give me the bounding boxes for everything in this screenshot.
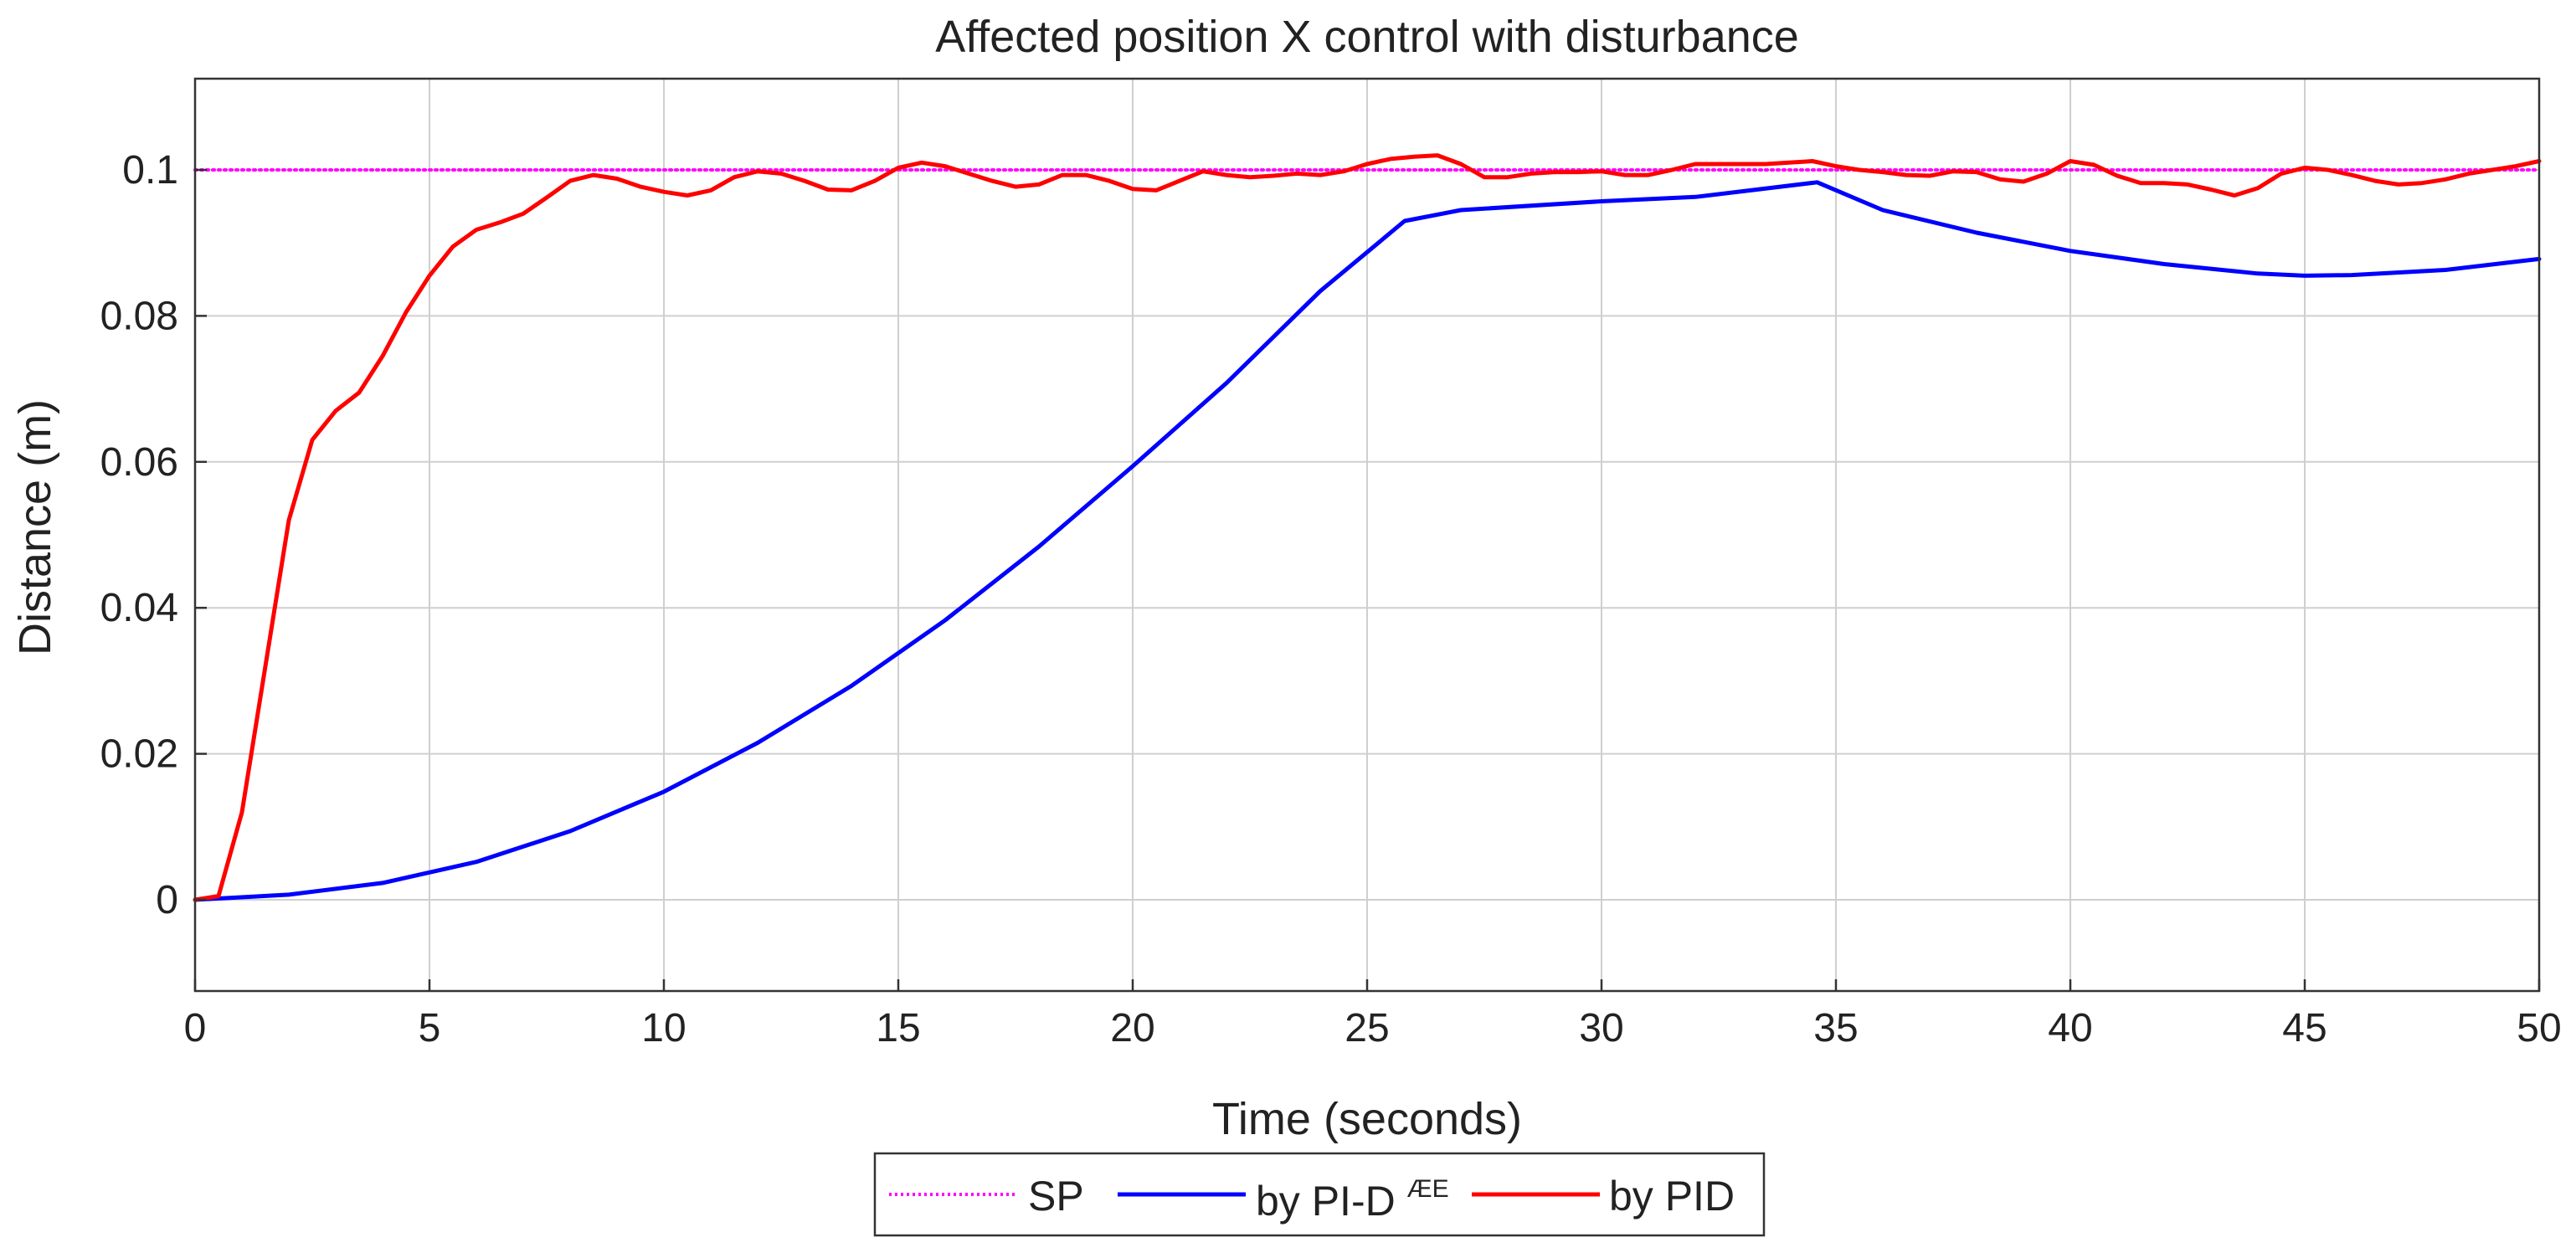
x-tick-label: 35 <box>1813 1006 1858 1050</box>
plot-series <box>193 153 2542 902</box>
y-tick-label: 0.04 <box>100 586 178 630</box>
axes: 0 5 10 15 20 25 30 35 40 45 50 0 0.02 0.04 0.06 0.08 0.1 <box>100 77 2562 1050</box>
x-tick-label: 15 <box>876 1006 920 1050</box>
x-tick-label: 50 <box>2517 1006 2561 1050</box>
series-pid-ae <box>193 180 2542 902</box>
y-tick-label: 0 <box>156 878 178 922</box>
series-pid <box>193 153 2542 902</box>
x-tick-label: 25 <box>1345 1006 1389 1050</box>
y-axis-label: Distance (m) <box>10 399 60 655</box>
x-tick-label: 0 <box>184 1006 207 1050</box>
plot-frame <box>193 77 2541 993</box>
legend-label-pid-ae: by PI-D ÆE <box>1256 1175 1449 1225</box>
x-tick-label: 10 <box>641 1006 686 1050</box>
legend-label-pid-ae-sup: ÆE <box>1407 1175 1449 1203</box>
grid <box>194 79 2540 991</box>
chart-title: Affected position X control with disturb… <box>935 12 1799 62</box>
legend: SP by PI-D ÆE by PID <box>873 1152 1766 1237</box>
x-tick-label: 30 <box>1579 1006 1623 1050</box>
legend-label-pid: by PID <box>1609 1173 1735 1220</box>
x-tick-label: 5 <box>419 1006 441 1050</box>
y-tick-label: 0.06 <box>100 440 178 485</box>
legend-label-pid-ae-base: by PI-D <box>1256 1178 1396 1225</box>
legend-label-sp: SP <box>1028 1173 1084 1220</box>
x-axis-label: Time (seconds) <box>1212 1094 1522 1144</box>
y-tick-label: 0.08 <box>100 294 178 338</box>
x-tick-label: 45 <box>2282 1006 2327 1050</box>
x-tick-label: 40 <box>2048 1006 2092 1050</box>
legend-box <box>873 1152 1766 1237</box>
y-tick-label: 0.1 <box>122 148 178 193</box>
x-tick-label: 20 <box>1110 1006 1154 1050</box>
y-tick-label: 0.02 <box>100 732 178 777</box>
